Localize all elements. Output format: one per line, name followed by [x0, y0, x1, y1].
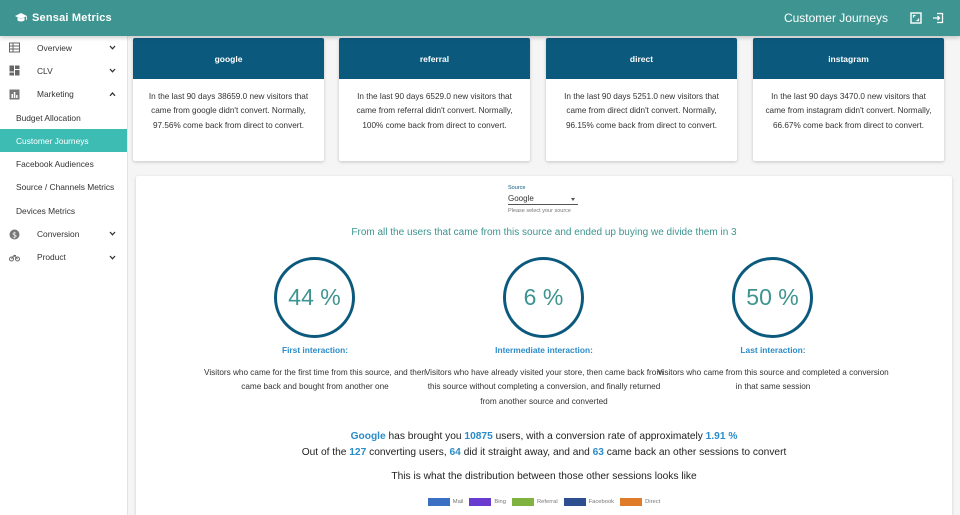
conversion-summary: Google has brought you 10875 users, with…: [136, 429, 952, 461]
legend-label: Mail: [452, 499, 464, 505]
summary-line-1: Google has brought you 10875 users, with…: [350, 431, 738, 442]
intermediate-interaction-value: 6 %: [523, 284, 564, 310]
summary-users: 10875: [464, 431, 493, 442]
brand-name: Sensai Metrics: [32, 12, 112, 24]
summary-rate: 1.91 %: [705, 431, 738, 442]
sidebar-item-conversion[interactable]: $ Conversion: [0, 222, 127, 245]
first-interaction-circle: 44 %: [274, 257, 355, 338]
source-select-hint: Please select your source: [508, 208, 571, 214]
journey-panel: Source Google Please select your source …: [136, 176, 952, 515]
source-card-direct: direct In the last 90 days 5251.0 new vi…: [546, 38, 737, 161]
first-interaction-title: First interaction:: [281, 345, 349, 355]
table-icon: [9, 42, 20, 53]
legend-swatch: [469, 498, 492, 506]
main-content: google In the last 90 days 38659.0 new v…: [128, 36, 960, 515]
app-header: Sensai Metrics Customer Journeys: [0, 0, 960, 36]
graduation-cap-icon: [15, 13, 27, 22]
summary-converting: 127: [349, 446, 367, 458]
legend-swatch: [427, 498, 450, 506]
source-card-title: instagram: [753, 38, 944, 79]
summary-source: Google: [350, 431, 386, 442]
legend-label: Direct: [645, 499, 661, 505]
distribution-title: This is what the distribution between th…: [391, 471, 697, 482]
legend-item-facebook[interactable]: Facebook: [563, 498, 615, 506]
legend-label: Bing: [494, 499, 506, 505]
last-interaction-title: Last interaction:: [740, 345, 806, 355]
chevron-down-icon: [109, 68, 116, 74]
source-card-title: google: [133, 38, 324, 79]
legend-swatch: [563, 498, 586, 506]
caret-down-icon: [571, 198, 575, 201]
chevron-up-icon: [109, 91, 116, 96]
chevron-down-icon: [109, 231, 116, 237]
bar-chart-icon: [9, 89, 20, 100]
bike-icon: [9, 254, 20, 262]
source-card-text: In the last 90 days 5251.0 new visitors …: [564, 92, 719, 130]
sidebar-item-product[interactable]: Product: [0, 246, 127, 269]
legend-swatch: [620, 498, 643, 506]
svg-text:$: $: [12, 230, 17, 239]
sidebar-item-label: CLV: [37, 65, 53, 76]
sidebar-item-marketing[interactable]: Marketing: [0, 83, 127, 106]
fullscreen-icon[interactable]: [910, 12, 922, 24]
sidebar-item-label: Overview: [37, 42, 72, 53]
source-select-field: Source Google Please select your source: [508, 185, 578, 214]
summary-other: 63: [592, 446, 604, 458]
source-card-instagram: instagram In the last 90 days 3470.0 new…: [753, 38, 944, 161]
source-card-text: In the last 90 days 3470.0 new visitors …: [765, 92, 932, 130]
sidebar-item-label: Customer Journeys: [16, 135, 89, 146]
legend-swatch: [512, 498, 534, 506]
logout-icon[interactable]: [932, 12, 944, 24]
chevron-down-icon: [109, 255, 116, 260]
sidebar-item-clv[interactable]: CLV: [0, 59, 127, 82]
source-select[interactable]: Google: [508, 191, 578, 205]
dollar-icon: $: [9, 229, 20, 240]
first-interaction-value: 44 %: [288, 284, 341, 310]
source-card-referral: referral In the last 90 days 6529.0 new …: [339, 38, 530, 161]
source-card-text: In the last 90 days 6529.0 new visitors …: [356, 92, 513, 130]
sidebar-item-label: Source / Channels Metrics: [16, 182, 115, 193]
sidebar-item-label: Budget Allocation: [16, 112, 81, 123]
sidebar-item-devices-metrics[interactable]: Devices Metrics: [0, 199, 127, 222]
summary-straight: 64: [449, 446, 461, 458]
first-interaction-desc: Visitors who came for the first time fro…: [204, 368, 426, 392]
source-card-title: referral: [339, 38, 530, 79]
journey-headline: From all the users that came from this s…: [351, 227, 737, 238]
dashboard-icon: [9, 65, 20, 76]
sidebar-item-label: Facebook Audiences: [16, 159, 94, 170]
brand[interactable]: Sensai Metrics: [0, 11, 200, 25]
source-card-google: google In the last 90 days 38659.0 new v…: [133, 38, 324, 161]
summary-line-2: Out of the 127 converting users, 64 did …: [301, 446, 787, 458]
intermediate-interaction-desc: Visitors who have already visited your s…: [424, 368, 664, 406]
legend-label: Facebook: [588, 499, 615, 505]
sidebar-item-label: Conversion: [37, 229, 80, 240]
sidebar-item-budget-allocation[interactable]: Budget Allocation: [0, 106, 127, 129]
sidebar-item-label: Marketing: [37, 89, 74, 100]
chevron-down-icon: [109, 45, 116, 50]
source-select-value: Google: [508, 194, 534, 203]
last-interaction-value: 50 %: [746, 284, 799, 310]
source-select-label: Source: [508, 185, 526, 191]
legend-label: Referral: [537, 499, 558, 505]
legend-item-mail[interactable]: Mail: [427, 498, 464, 506]
legend-item-bing[interactable]: Bing: [469, 498, 506, 506]
last-interaction-circle: 50 %: [732, 257, 813, 338]
sidebar-item-facebook-audiences[interactable]: Facebook Audiences: [0, 152, 127, 175]
chart-legend: Mail Bing Referral Facebook Direct: [136, 498, 952, 506]
legend-item-direct[interactable]: Direct: [620, 498, 660, 506]
sidebar-item-label: Product: [37, 252, 66, 263]
intermediate-interaction-circle: 6 %: [503, 257, 584, 338]
sidebar-item-customer-journeys[interactable]: Customer Journeys: [0, 129, 127, 153]
source-card-text: In the last 90 days 38659.0 new visitors…: [148, 92, 309, 130]
sidebar: Overview CLV Marketing Budget Allocation…: [0, 36, 128, 515]
sidebar-item-label: Devices Metrics: [16, 205, 76, 216]
sidebar-item-source-channels-metrics[interactable]: Source / Channels Metrics: [0, 176, 127, 199]
source-card-title: direct: [546, 38, 737, 79]
last-interaction-desc: Visitors who came from this source and c…: [657, 368, 889, 392]
legend-item-referral[interactable]: Referral: [512, 498, 558, 506]
intermediate-interaction-title: Intermediate interaction:: [495, 345, 593, 355]
page-title: Customer Journeys: [783, 11, 888, 25]
sidebar-item-overview[interactable]: Overview: [0, 36, 127, 59]
